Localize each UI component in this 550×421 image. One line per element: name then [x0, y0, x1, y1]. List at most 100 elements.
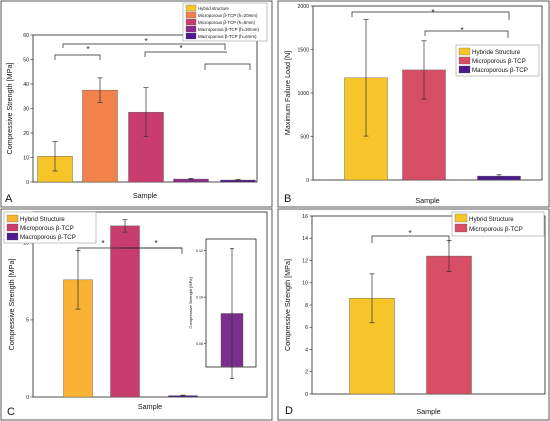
significance-star: * — [144, 37, 147, 46]
y-tick-label: 10 — [302, 281, 308, 287]
y-tick-label: 6 — [305, 325, 308, 331]
significance-star: * — [431, 8, 434, 17]
y-tick-label: 60 — [23, 33, 29, 39]
legend: Hybrid structure Microporous β-TCP (h=20m… — [182, 2, 268, 42]
panel-c-frame — [0, 208, 273, 421]
significance-star: * — [101, 239, 104, 248]
panel-a: 0 10 20 30 40 50 60 Compressive Strength [MPa] S… — [5, 2, 268, 205]
inset-y-tick-label: 0.08 — [196, 342, 203, 346]
legend-label: Macroporous β-TCP (h=20mm) — [198, 27, 259, 32]
legend-swatch — [6, 232, 19, 241]
legend-box — [182, 2, 268, 42]
y-tick-label: 1500 — [297, 47, 309, 53]
y-tick-label: 8 — [305, 303, 308, 309]
y-tick-label: 12 — [302, 258, 308, 264]
panel-letter: D — [285, 405, 293, 417]
legend-swatch — [6, 223, 19, 232]
y-tick-label: 500 — [300, 134, 309, 140]
significance-star: * — [179, 44, 182, 53]
legend-swatch — [458, 65, 471, 74]
inset-y-tick-label: 0.12 — [196, 249, 203, 253]
x-axis-label: Sample — [133, 191, 157, 200]
panel-b-frame — [277, 0, 550, 208]
y-tick-label: 16 — [302, 214, 308, 220]
legend-label: Macroporous β-TCP — [472, 67, 528, 74]
y-tick-label: 1000 — [297, 91, 309, 97]
panel-a-frame — [0, 0, 273, 208]
significance-bracket — [371, 235, 450, 243]
y-tick-label: 0 — [26, 180, 29, 186]
legend-swatch — [185, 32, 197, 40]
legend-swatch — [185, 18, 197, 26]
y-tick-label: 40 — [23, 82, 29, 88]
y-tick-label: 14 — [302, 236, 308, 242]
y-axis-label: Compressive Strength [MPa] — [5, 63, 14, 155]
legend-label: Macroporous β-TCP (h=6mm) — [198, 34, 257, 39]
y-tick-label: 5 — [26, 318, 29, 324]
panel-d-frame — [277, 208, 550, 421]
y-axis-label: Compressive Strength [MPa] — [7, 259, 16, 351]
y-tick-label: 2 — [305, 370, 308, 376]
y-tick-label: 50 — [23, 57, 29, 63]
significance-star: * — [154, 239, 157, 248]
legend-swatch — [6, 214, 19, 223]
y-tick-label: 0 — [305, 392, 308, 398]
legend-label: Microporous β-TCP — [472, 58, 526, 65]
y-tick-label: 2000 — [297, 4, 309, 10]
legend-label: Hybrid structure — [198, 6, 230, 11]
y-tick-label: 4 — [305, 347, 308, 353]
y-tick-label: 20 — [23, 131, 29, 137]
panel-d: 0 2 4 6 8 10 12 14 16 Compressive Strength [MPa] S… — [283, 211, 546, 417]
x-axis-label: Sample — [138, 402, 162, 411]
significance-bracket — [144, 51, 227, 57]
legend-swatch — [185, 11, 197, 19]
legend: Hybrid Structure Microporous β-TCP — [451, 211, 545, 237]
legend-label: Macroporous β-TCP — [20, 234, 76, 241]
significance-star: * — [86, 45, 89, 54]
x-axis-label: Sample — [416, 407, 440, 416]
x-axis-label: Sample — [415, 196, 439, 205]
bar-2 — [426, 255, 472, 395]
legend-box — [3, 211, 97, 244]
significance-bracket — [424, 30, 509, 38]
y-tick-label: 0 — [26, 395, 29, 401]
significance-star: * — [460, 26, 463, 35]
panel-letter: C — [7, 406, 15, 418]
legend-box — [451, 211, 545, 237]
plot-frame — [32, 211, 268, 398]
inset-y-axis-label: Compressive Strength [MPa] — [188, 277, 193, 328]
significance-star: * — [408, 229, 411, 238]
legend-swatch — [185, 4, 197, 12]
panel-letter: B — [284, 193, 291, 205]
significance-bracket — [54, 54, 101, 60]
panel-c: 0 5 10 Compressive Strength [MPa] Sample * * Hy… — [3, 211, 268, 418]
y-tick-label: 0 — [306, 178, 309, 184]
legend-label: Hybride Structure — [472, 49, 521, 56]
legend-swatch — [454, 213, 468, 223]
legend-swatch — [185, 25, 197, 33]
legend-label: Microporous β-TCP — [20, 225, 74, 232]
legend-label: Microporous β-TCP — [469, 226, 523, 233]
significance-bracket — [351, 11, 510, 20]
bar-2 — [110, 225, 140, 398]
legend-label: Microporous β-TCP (h=20mm) — [198, 13, 258, 18]
inset-y-tick-label: 0.10 — [196, 295, 203, 299]
legend: Hybrid Structure Microporous β-TCP Macropo… — [3, 211, 97, 244]
y-axis-label: Maximum Failure Load [N] — [283, 51, 292, 135]
legend: Hybride Structure Microporous β-TCP Macrop… — [455, 44, 540, 77]
y-tick-label: 30 — [23, 106, 29, 112]
significance-bracket — [62, 43, 226, 50]
y-tick-label: 10 — [23, 155, 29, 161]
legend-swatch — [458, 47, 471, 56]
y-axis-label: Compressive Strength [MPa] — [283, 259, 292, 351]
bar-2 — [82, 89, 118, 183]
legend-label: Microporous β-TCP (h=6mm) — [198, 20, 256, 25]
panel-letter: A — [5, 193, 13, 205]
inset-chart: 0.08 0.10 0.12 Compressive Strength [MPa] — [188, 238, 257, 379]
legend-swatch — [454, 223, 468, 233]
significance-bracket — [204, 63, 251, 70]
legend-swatch — [458, 56, 471, 65]
legend-label: Hybrid Structure — [469, 216, 514, 223]
panel-b: 0 500 1000 1500 2000 Maximum Failure Load [N]… — [283, 4, 543, 205]
